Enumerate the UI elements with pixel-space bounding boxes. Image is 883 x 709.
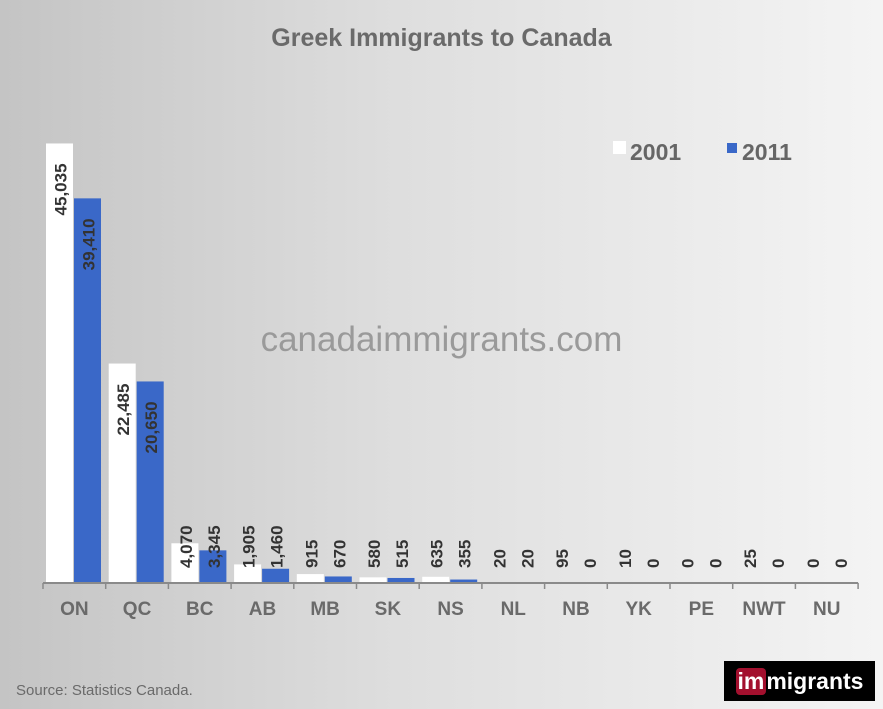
- data-label: 10: [616, 549, 635, 568]
- x-tick-label: NL: [501, 599, 527, 620]
- data-label: 1,905: [240, 525, 259, 568]
- data-label: 45,035: [52, 163, 71, 215]
- logo-part-migrants: migrants: [766, 667, 864, 694]
- bar-2001-SK: [359, 577, 387, 583]
- data-label: 0: [769, 559, 788, 568]
- bar-2001-QC: [108, 363, 136, 583]
- x-tick-label: NB: [562, 599, 589, 620]
- chart-title: Greek Immigrants to Canada: [271, 24, 612, 52]
- data-label: 0: [679, 559, 698, 568]
- bar-2001-BC: [171, 543, 199, 583]
- data-label: 1,460: [268, 525, 287, 568]
- x-tick-label: SK: [375, 599, 402, 620]
- data-label: 4,070: [177, 525, 196, 568]
- x-tick-label: NWT: [742, 599, 786, 620]
- data-label: 580: [365, 540, 384, 568]
- bar-2001-AB: [234, 564, 262, 583]
- data-label: 3,345: [205, 525, 224, 568]
- x-tick-label: NU: [813, 599, 840, 620]
- x-tick-label: NS: [437, 599, 463, 620]
- source-note: Source: Statistics Canada.: [16, 682, 193, 699]
- watermark: canadaimmigrants.com: [260, 320, 623, 359]
- data-label: 0: [804, 559, 823, 568]
- x-tick-label: QC: [123, 599, 152, 620]
- x-tick-label: BC: [186, 599, 214, 620]
- bar-2011-MB: [324, 576, 352, 583]
- data-label: 670: [330, 540, 349, 568]
- bar-2011-AB: [262, 568, 290, 583]
- legend-swatch-2001: [613, 141, 626, 154]
- data-label: 515: [393, 540, 412, 568]
- x-tick-label: MB: [310, 599, 340, 620]
- bar-2011-ON: [74, 198, 101, 583]
- data-label: 915: [302, 540, 321, 568]
- bar-2011-QC: [136, 381, 164, 583]
- legend-swatch-2011: [727, 143, 737, 153]
- data-label: 95: [553, 549, 572, 568]
- bar-2011-NS: [450, 579, 478, 583]
- data-label: 39,410: [80, 218, 99, 270]
- x-tick-label: YK: [625, 599, 652, 620]
- x-tick-label: ON: [60, 599, 89, 620]
- data-label: 25: [741, 549, 760, 568]
- logo-part-im: im: [735, 667, 767, 695]
- data-label: 20,650: [142, 401, 161, 453]
- immigrants-logo: im migrants: [724, 661, 875, 701]
- data-label: 0: [581, 559, 600, 568]
- data-label: 20: [518, 549, 537, 568]
- data-label: 22,485: [114, 384, 133, 436]
- x-tick-label: PE: [689, 599, 714, 620]
- data-label: 0: [832, 559, 851, 568]
- data-label: 0: [644, 559, 663, 568]
- data-label: 20: [490, 549, 509, 568]
- bar-2001-ON: [46, 143, 73, 583]
- data-label: 0: [707, 559, 726, 568]
- bar-2011-SK: [387, 577, 415, 583]
- legend-label: 2001: [630, 139, 681, 165]
- legend-label: 2011: [742, 139, 792, 165]
- bar-2001-MB: [296, 574, 324, 583]
- data-label: 355: [456, 540, 475, 568]
- bar-2011-BC: [199, 550, 227, 583]
- data-label: 635: [428, 540, 447, 568]
- x-tick-label: AB: [249, 599, 276, 620]
- bar-2001-NS: [422, 576, 450, 583]
